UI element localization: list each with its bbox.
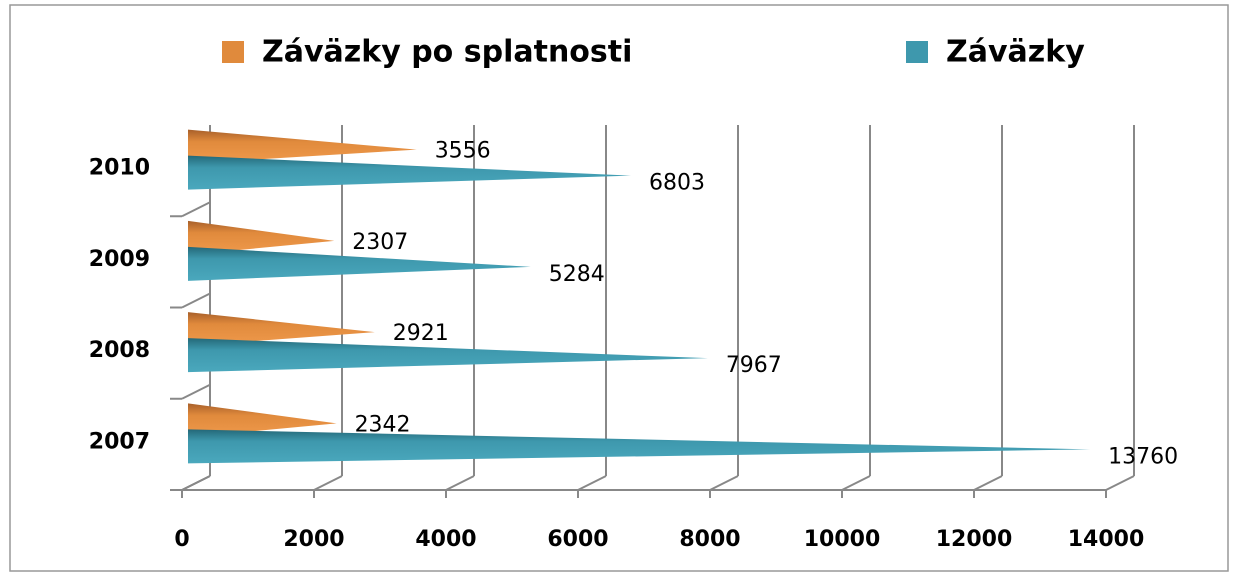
tick-mark [181, 201, 211, 218]
x-tick-label: 0 [174, 527, 189, 552]
x-tick-label: 10000 [804, 527, 881, 552]
data-label: 7967 [726, 353, 782, 378]
tick-mark [181, 475, 211, 491]
legend-swatch [906, 41, 928, 63]
x-tick-label: 8000 [679, 527, 740, 552]
x-tick-label: 2000 [283, 527, 344, 552]
y-tick-label: 2007 [89, 429, 150, 454]
grid-line [1105, 475, 1135, 491]
grid-line [841, 475, 871, 491]
legend-label: Záväzky po splatnosti [262, 35, 632, 70]
data-label: 6803 [649, 171, 705, 196]
x-tick-label: 6000 [547, 527, 608, 552]
data-label: 2921 [393, 321, 449, 346]
grid-line [709, 475, 739, 491]
bar [188, 155, 631, 190]
bar [188, 246, 531, 281]
grid-line [577, 475, 607, 491]
grid-line [445, 475, 475, 491]
data-label: 2307 [352, 230, 408, 255]
bar [188, 220, 335, 255]
data-label: 2342 [355, 412, 411, 437]
data-label: 3556 [435, 139, 491, 164]
bar [188, 429, 1091, 464]
x-tick-label: 4000 [415, 527, 476, 552]
frame [9, 4, 1229, 572]
y-tick-label: 2010 [89, 156, 150, 181]
x-tick-label: 14000 [1068, 527, 1145, 552]
data-label: 5284 [549, 262, 605, 287]
bar [188, 312, 375, 347]
bar [188, 403, 337, 438]
x-tick-label: 12000 [936, 527, 1013, 552]
legend-swatch [222, 41, 244, 63]
data-label: 13760 [1108, 444, 1178, 469]
bar [188, 129, 417, 164]
tick-mark [181, 292, 211, 309]
grid-line [313, 475, 343, 491]
y-tick-label: 2008 [89, 338, 150, 363]
legend-label: Záväzky [946, 35, 1085, 70]
tick-mark [181, 383, 211, 400]
grid-line [973, 475, 1003, 491]
bar [188, 338, 708, 373]
y-tick-label: 2009 [89, 247, 150, 272]
